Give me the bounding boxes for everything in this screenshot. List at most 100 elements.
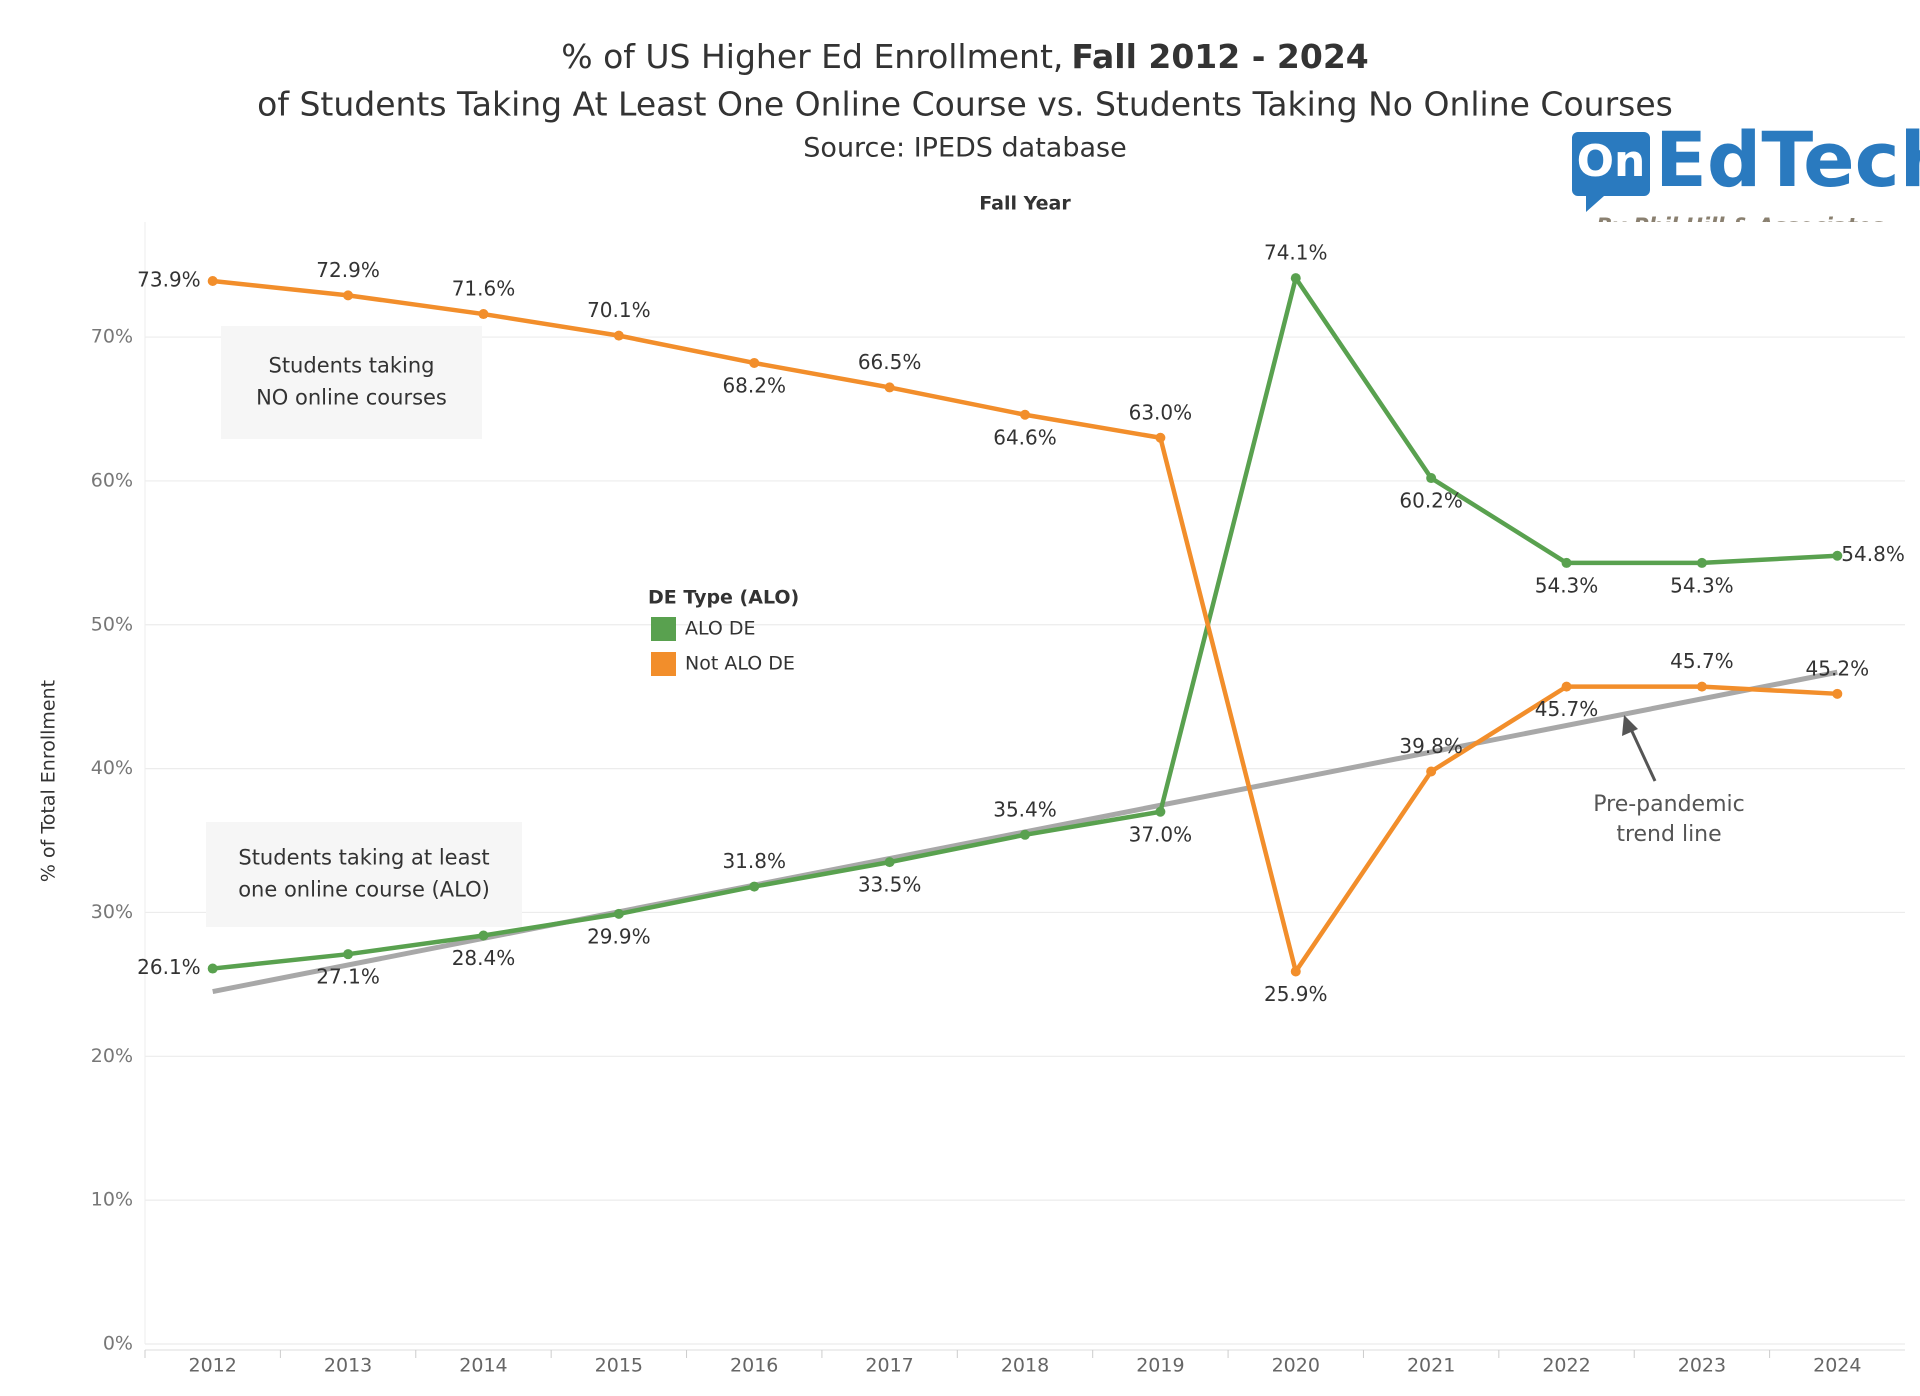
data-label: 72.9% [316,258,380,282]
data-label: 74.1% [1264,241,1328,265]
data-point [1696,557,1707,568]
legend-swatch [651,617,676,641]
y-tick-label: 0% [103,1333,133,1355]
legend-swatch [651,652,676,676]
data-point [1155,432,1166,443]
data-point [613,908,624,919]
data-label: 37.0% [1129,822,1193,846]
data-point [613,330,624,341]
trend-arrowhead [1622,715,1638,736]
title-text: % of US Higher Ed Enrollment, [561,37,1063,76]
data-label: 54.3% [1535,573,1599,597]
data-label: 27.1% [316,965,380,989]
legend-title: DE Type (ALO) [648,587,799,609]
trend-label: trend line [1616,822,1721,847]
data-point [749,881,760,892]
data-label: 45.2% [1806,656,1870,680]
x-tick-label: 2015 [595,1355,643,1377]
annotation-text: NO online courses [256,386,447,410]
data-point [207,963,218,974]
chart-subtitle: of Students Taking At Least One Online C… [257,85,1673,124]
data-point [1561,681,1572,692]
annotation-box [206,822,522,927]
data-label: 60.2% [1399,489,1463,513]
y-tick-label: 50% [91,613,133,635]
data-point [884,857,895,868]
y-tick-label: 10% [91,1189,133,1211]
data-label: 70.1% [587,298,651,322]
data-point [1155,806,1166,817]
title-bold: Fall 2012 - 2024 [1071,37,1368,76]
x-tick-label: 2016 [730,1355,778,1377]
x-tick-label: 2024 [1813,1355,1861,1377]
y-tick-label: 70% [91,326,133,348]
data-label: 54.8% [1841,542,1905,566]
logo: On EdTech By Phil Hill & Associates [1572,115,1920,238]
annotation-text: Students taking [268,354,434,378]
y-tick-label: 20% [91,1045,133,1067]
data-label: 35.4% [993,797,1057,821]
data-label: 31.8% [722,849,786,873]
data-label: 73.9% [137,267,201,291]
data-label: 64.6% [993,425,1057,449]
chart-source: Source: IPEDS database [803,133,1126,164]
data-point [749,357,760,368]
legend-label: Not ALO DE [685,653,795,675]
data-point [478,309,489,320]
data-point [343,290,354,301]
annotation-box [221,326,482,439]
x-tick-label: 2013 [324,1355,372,1377]
x-tick-label: 2023 [1678,1355,1726,1377]
data-point [1020,829,1030,840]
data-point [1426,766,1437,777]
x-tick-label: 2017 [865,1355,913,1377]
x-tick-label: 2018 [1001,1355,1049,1377]
data-point [1426,473,1437,484]
data-point [343,949,354,960]
chart-title: % of US Higher Ed Enrollment, Fall 2012 -… [561,37,1369,76]
x-tick-label: 2012 [189,1355,237,1377]
data-label: 33.5% [858,873,922,897]
data-point [207,275,218,286]
x-tick-label: 2021 [1407,1355,1455,1377]
data-label: 29.9% [587,924,651,948]
data-point [1290,273,1301,284]
trend-label: Pre-pandemic [1593,792,1744,817]
annotation-text: one online course (ALO) [238,878,490,902]
y-axis-label: % of Total Enrollment [38,680,60,882]
data-point [1832,550,1843,561]
data-point [478,930,489,941]
data-label: 45.7% [1670,649,1734,673]
data-label: 39.8% [1399,734,1463,758]
data-point [1020,409,1030,420]
y-tick-label: 60% [91,469,133,491]
data-label: 45.7% [1535,697,1599,721]
trend-arrow [1628,726,1657,782]
legend-label: ALO DE [685,618,756,640]
x-tick-label: 2014 [459,1355,507,1377]
x-tick-label: 2022 [1542,1355,1590,1377]
data-label: 71.6% [452,277,516,301]
logo-mark: On [1577,136,1646,187]
x-tick-label: 2020 [1272,1355,1320,1377]
data-label: 26.1% [137,955,201,979]
y-tick-label: 30% [91,901,133,923]
x-axis-label: Fall Year [979,193,1071,215]
data-label: 68.2% [722,373,786,397]
data-label: 63.0% [1129,400,1193,424]
data-point [1561,557,1572,568]
data-label: 25.9% [1264,982,1328,1006]
data-point [1696,681,1707,692]
logo-bubble [1572,132,1650,212]
data-label: 28.4% [452,946,516,970]
logo-name: EdTech [1655,115,1920,204]
data-label: 66.5% [858,350,922,374]
data-point [884,382,895,393]
annotation-text: Students taking at least [238,846,489,870]
data-point [1290,966,1301,977]
x-tick-label: 2019 [1136,1355,1184,1377]
y-tick-label: 40% [91,757,133,779]
data-point [1832,688,1843,699]
data-label: 54.3% [1670,573,1734,597]
